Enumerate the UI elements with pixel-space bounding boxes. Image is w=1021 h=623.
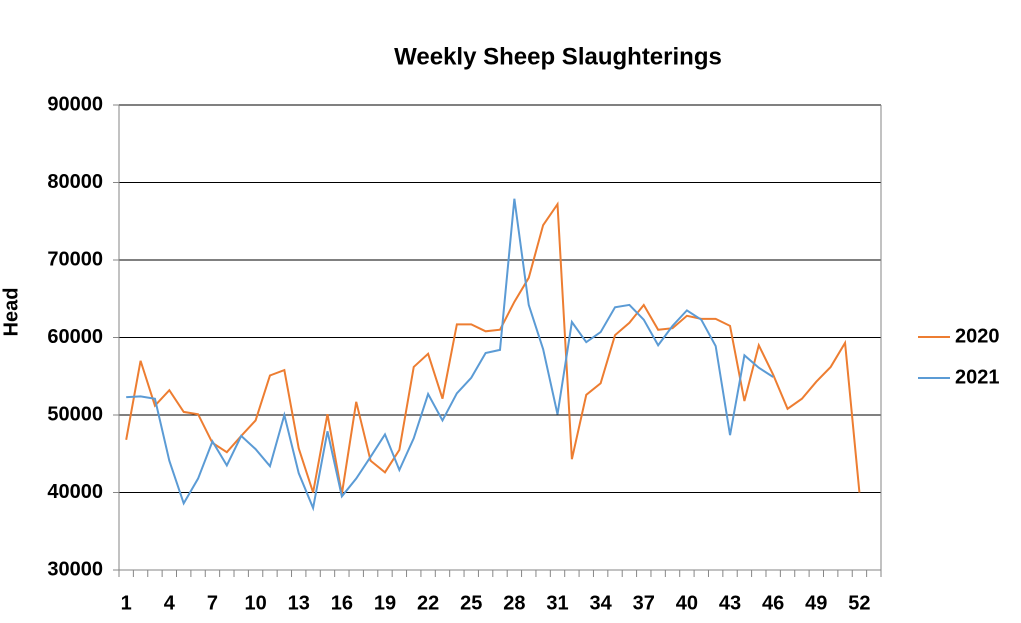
y-tick-label: 90000: [47, 93, 103, 115]
y-tick-label: 30000: [47, 558, 103, 580]
y-tick-label: 50000: [47, 403, 103, 425]
x-tick-label: 22: [417, 592, 439, 614]
x-tick-label: 1: [121, 592, 132, 614]
legend-label: 2021: [955, 366, 1000, 388]
x-tick-label: 4: [164, 592, 176, 614]
x-tick-label: 46: [762, 592, 784, 614]
x-tick-label: 31: [546, 592, 568, 614]
y-tick-label: 80000: [47, 171, 103, 193]
x-tick-label: 37: [633, 592, 655, 614]
x-tick-label: 34: [590, 592, 613, 614]
x-tick-label: 16: [331, 592, 353, 614]
x-tick-label: 52: [848, 592, 870, 614]
x-tick-label: 28: [503, 592, 525, 614]
x-tick-label: 25: [460, 592, 482, 614]
y-tick-label: 60000: [47, 326, 103, 348]
chart-title: Weekly Sheep Slaughterings: [394, 43, 722, 70]
y-tick-label: 70000: [47, 248, 103, 270]
x-tick-label: 19: [374, 592, 396, 614]
x-tick-label: 10: [244, 592, 266, 614]
series-line: [125, 201, 861, 495]
x-tick-label: 49: [805, 592, 827, 614]
series-line: [126, 198, 774, 512]
legend-label: 2020: [955, 325, 1000, 347]
x-tick-label: 43: [719, 592, 741, 614]
y-tick-label: 40000: [47, 481, 103, 503]
x-tick-label: 13: [288, 592, 310, 614]
y-axis-label: Head: [0, 288, 22, 337]
x-tick-label: 40: [676, 592, 698, 614]
x-tick-label: 7: [207, 592, 218, 614]
